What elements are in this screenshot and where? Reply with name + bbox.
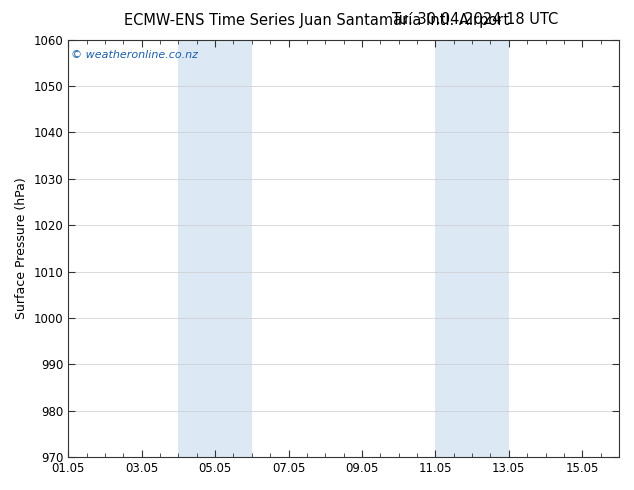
Y-axis label: Surface Pressure (hPa): Surface Pressure (hPa)	[15, 177, 28, 319]
Text: ECMW-ENS Time Series Juan Santamaría Intl. Airport: ECMW-ENS Time Series Juan Santamaría Int…	[124, 12, 510, 28]
Bar	[436, 40, 509, 457]
Text: © weatheronline.co.nz: © weatheronline.co.nz	[71, 50, 198, 60]
Bar	[178, 40, 252, 457]
Text: Tu. 30.04.2024 18 UTC: Tu. 30.04.2024 18 UTC	[392, 12, 558, 27]
